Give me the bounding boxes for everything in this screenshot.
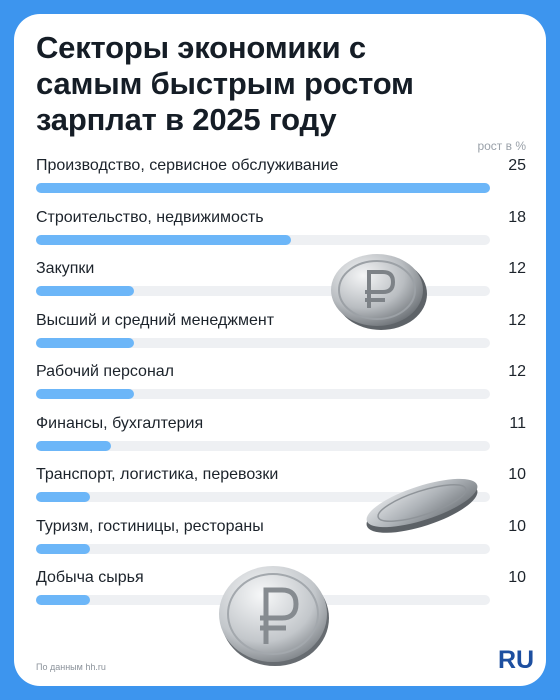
bar-label: Добыча сырья: [36, 569, 144, 586]
ruble-coin-icon: [331, 254, 427, 330]
bar: [36, 234, 291, 245]
bar-row: Рабочий персонал 12: [36, 363, 526, 415]
bar-value: 12: [508, 363, 526, 380]
bar-label: Рабочий персонал: [36, 363, 175, 380]
bar-row: Закупки 12: [36, 260, 526, 312]
bar: [36, 543, 90, 554]
logo-tld: RU: [498, 646, 535, 674]
logo-brand: NGS55: [388, 646, 468, 674]
source-note: По данным hh.ru: [36, 662, 106, 672]
bar-value: 12: [508, 311, 526, 329]
bar: [36, 286, 134, 296]
bar-value: 10: [508, 517, 526, 535]
bar: [36, 595, 90, 605]
bar-label: Транспорт, логистика, перевозки: [36, 466, 279, 483]
bar-row: Финансы, бухгалтерия 11: [36, 415, 526, 467]
bar-track: [36, 286, 490, 296]
bar-value: 18: [508, 208, 526, 226]
bar: [36, 389, 134, 399]
infographic-card: Секторы экономики с самым быстрым ростом…: [14, 14, 546, 686]
bar-value: 11: [509, 414, 526, 432]
bar-row: Туризм, гостиницы, рестораны 10: [36, 518, 526, 570]
bar-value: 25: [508, 157, 526, 174]
bar-row: Высший и средний менеджмент 12: [36, 312, 526, 364]
bar: [36, 492, 90, 502]
bar-track: [36, 440, 490, 451]
bar-list: Производство, сервисное обслуживание 25 Ст…: [36, 157, 526, 621]
bar-label: Высший и средний менеджмент: [36, 311, 275, 329]
bar-row: Транспорт, логистика, перевозки 10: [36, 466, 526, 518]
unit-label: рост в %: [477, 139, 526, 153]
bar-track: [36, 492, 490, 502]
bar-row: Строительство, недвижимость 18: [36, 209, 526, 261]
bar-value: 10: [508, 466, 526, 483]
bar-track: [36, 543, 490, 554]
bar-label: Закупки: [36, 260, 95, 277]
bar-value: 10: [508, 569, 526, 586]
ruble-coin-icon: [366, 478, 478, 533]
bar-label: Строительство, недвижимость: [36, 208, 264, 226]
ruble-coin-icon: [219, 566, 329, 666]
bar-track: [36, 389, 490, 399]
bar-value: 12: [508, 260, 526, 277]
bar-label: Производство, сервисное обслуживание: [36, 157, 339, 174]
chart-title: Секторы экономики с самым быстрым ростом…: [36, 30, 414, 137]
bar: [36, 440, 111, 451]
bar: [36, 337, 134, 348]
bar-label: Финансы, бухгалтерия: [36, 414, 204, 432]
logo-square-icon: [488, 651, 496, 659]
bar-track: [36, 183, 490, 193]
bar-track: [36, 337, 490, 348]
bar-row: Производство, сервисное обслуживание 25: [36, 157, 526, 209]
bar-track: [36, 234, 490, 245]
logo: NGS55 RU: [388, 644, 538, 676]
bar-label: Туризм, гостиницы, рестораны: [36, 517, 264, 535]
bar: [36, 183, 490, 193]
